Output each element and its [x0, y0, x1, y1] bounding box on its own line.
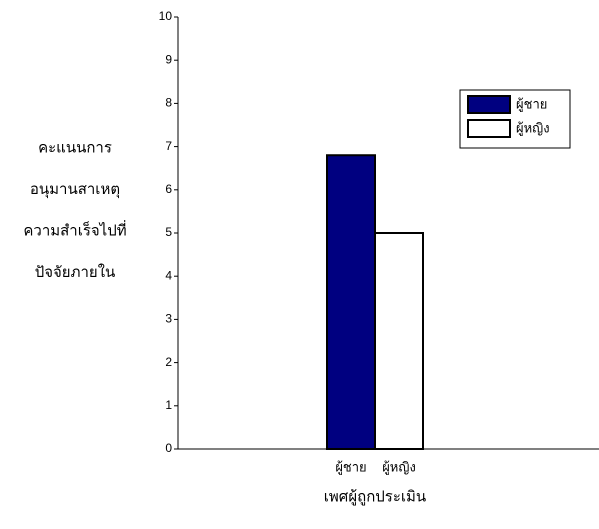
y-tick-label: 5 — [165, 225, 172, 239]
x-axis-label: เพศผู้ถูกประเมิน — [324, 488, 426, 506]
bar — [374, 232, 424, 450]
y-tick-label: 10 — [159, 9, 173, 23]
y-axis-label: คะแนนการ — [38, 139, 112, 157]
y-axis-label: อนุมานสาเหตุ — [30, 180, 120, 199]
y-tick-label: 2 — [165, 355, 172, 369]
y-tick-label: 3 — [165, 312, 172, 326]
legend-swatch — [467, 119, 511, 138]
legend-swatch — [467, 95, 511, 114]
y-tick-label: 1 — [165, 398, 172, 412]
y-tick-label: 8 — [165, 96, 172, 110]
y-axis-label: ปัจจัยภายใน — [35, 263, 116, 281]
y-tick-label: 9 — [165, 52, 172, 66]
y-tick-label: 6 — [165, 182, 172, 196]
legend-label: ผู้หญิง — [516, 122, 550, 137]
y-tick-label: 7 — [165, 139, 172, 153]
legend-label: ผู้ชาย — [516, 98, 547, 113]
y-tick-label: 0 — [165, 441, 172, 455]
bar — [326, 154, 376, 451]
x-tick-label: ผู้หญิง — [382, 461, 416, 476]
x-tick-label: ผู้ชาย — [335, 461, 366, 476]
y-axis-label: ความสำเร็จไปที่ — [23, 220, 126, 240]
y-tick-label: 4 — [165, 268, 172, 282]
